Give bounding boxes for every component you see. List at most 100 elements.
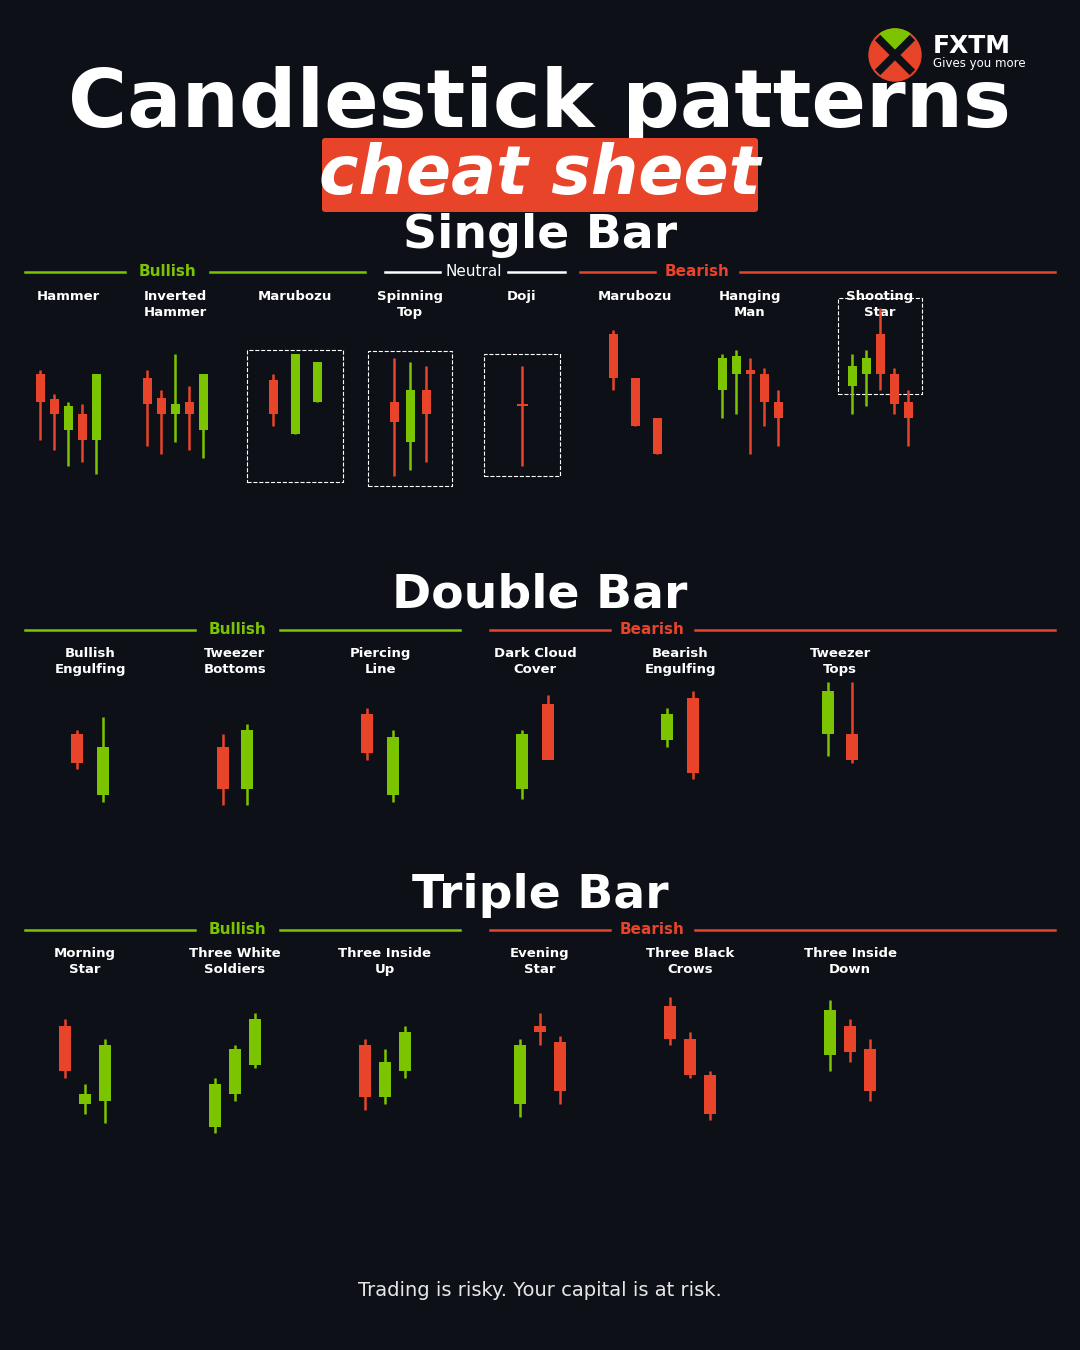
Bar [269,379,278,413]
Text: Neutral: Neutral [446,265,502,279]
Text: Hammer: Hammer [37,290,99,302]
Bar [171,404,179,413]
Bar [291,354,299,433]
Text: Bullish
Engulfing: Bullish Engulfing [54,647,125,676]
Text: Morning
Star: Morning Star [54,946,116,976]
Text: Bearish
Engulfing: Bearish Engulfing [645,647,716,676]
Text: Evening
Star: Evening Star [510,946,570,976]
Bar [50,400,58,413]
Text: Bearish: Bearish [620,922,685,937]
Bar [904,401,913,418]
Bar [78,413,86,440]
Text: Spinning
Top: Spinning Top [377,290,443,319]
Bar [199,374,207,431]
Text: cheat sheet: cheat sheet [320,142,760,208]
Text: Bearish: Bearish [620,622,685,637]
Text: Three Inside
Up: Three Inside Up [338,946,432,976]
Bar [684,1040,696,1075]
Circle shape [869,28,921,81]
Bar [731,356,741,374]
Bar [759,374,769,401]
Text: Gives you more: Gives you more [933,58,1026,70]
Bar [846,733,858,760]
Bar [99,1045,111,1100]
Bar [79,1094,91,1104]
Bar [534,1026,546,1031]
Bar [664,1006,676,1040]
Bar [745,370,755,374]
Bar [368,351,453,486]
Bar [824,1010,836,1054]
Text: Doji: Doji [508,290,537,302]
Bar [717,358,727,390]
Text: Three Inside
Down: Three Inside Down [804,946,896,976]
Text: Triple Bar: Triple Bar [411,872,669,918]
Bar [484,354,561,477]
FancyBboxPatch shape [322,138,758,212]
Bar [554,1042,566,1091]
Bar [405,390,415,443]
Bar [359,1045,372,1096]
Text: Bullish: Bullish [210,622,267,637]
Bar [157,398,165,413]
Bar [387,737,399,795]
Bar [59,1026,71,1071]
Bar [838,298,922,394]
Bar [890,374,899,404]
Bar [421,390,431,413]
Text: Three Black
Crows: Three Black Crows [646,946,734,976]
Bar [516,733,528,790]
Bar [773,401,783,418]
Bar [516,404,527,406]
Bar [92,374,100,440]
Text: FXTM: FXTM [933,34,1011,58]
Text: Hanging
Man: Hanging Man [719,290,781,319]
Bar [229,1049,241,1094]
Bar [217,747,229,790]
Wedge shape [880,28,910,55]
Text: Trading is risky. Your capital is at risk.: Trading is risky. Your capital is at ris… [359,1281,721,1300]
Bar [361,714,373,753]
Text: Shooting
Star: Shooting Star [847,290,914,319]
Bar [97,747,109,795]
Bar [185,401,193,413]
Bar [390,401,399,423]
Text: Bearish: Bearish [664,265,729,279]
Bar [514,1045,526,1104]
Bar [542,703,554,760]
Text: Piercing
Line: Piercing Line [349,647,410,676]
Bar [241,729,253,790]
Bar [864,1049,876,1091]
Bar [822,691,834,733]
Bar [652,418,661,455]
Text: Dark Cloud
Cover: Dark Cloud Cover [494,647,577,676]
Bar [843,1026,856,1053]
Text: Bullish: Bullish [210,922,267,937]
Bar [210,1084,221,1126]
Text: Marubozu: Marubozu [258,290,333,302]
Bar [631,378,639,425]
Bar [36,374,44,401]
Bar [249,1019,261,1065]
Bar [71,733,83,763]
Text: Candlestick patterns: Candlestick patterns [68,66,1012,144]
Bar [848,366,856,386]
Bar [661,714,673,740]
Bar [312,362,322,401]
Bar [399,1031,411,1071]
Bar [247,350,343,482]
Bar [608,335,618,378]
Text: Three White
Soldiers: Three White Soldiers [189,946,281,976]
Bar [379,1061,391,1096]
Bar [862,358,870,374]
Text: Double Bar: Double Bar [392,572,688,617]
Text: Inverted
Hammer: Inverted Hammer [144,290,206,319]
Text: Tweezer
Tops: Tweezer Tops [809,647,870,676]
Bar [876,335,885,374]
Bar [64,406,72,431]
Text: Single Bar: Single Bar [403,212,677,258]
Bar [687,698,699,772]
Text: Marubozu: Marubozu [598,290,672,302]
Text: Bullish: Bullish [138,265,195,279]
Text: Tweezer
Bottoms: Tweezer Bottoms [204,647,267,676]
